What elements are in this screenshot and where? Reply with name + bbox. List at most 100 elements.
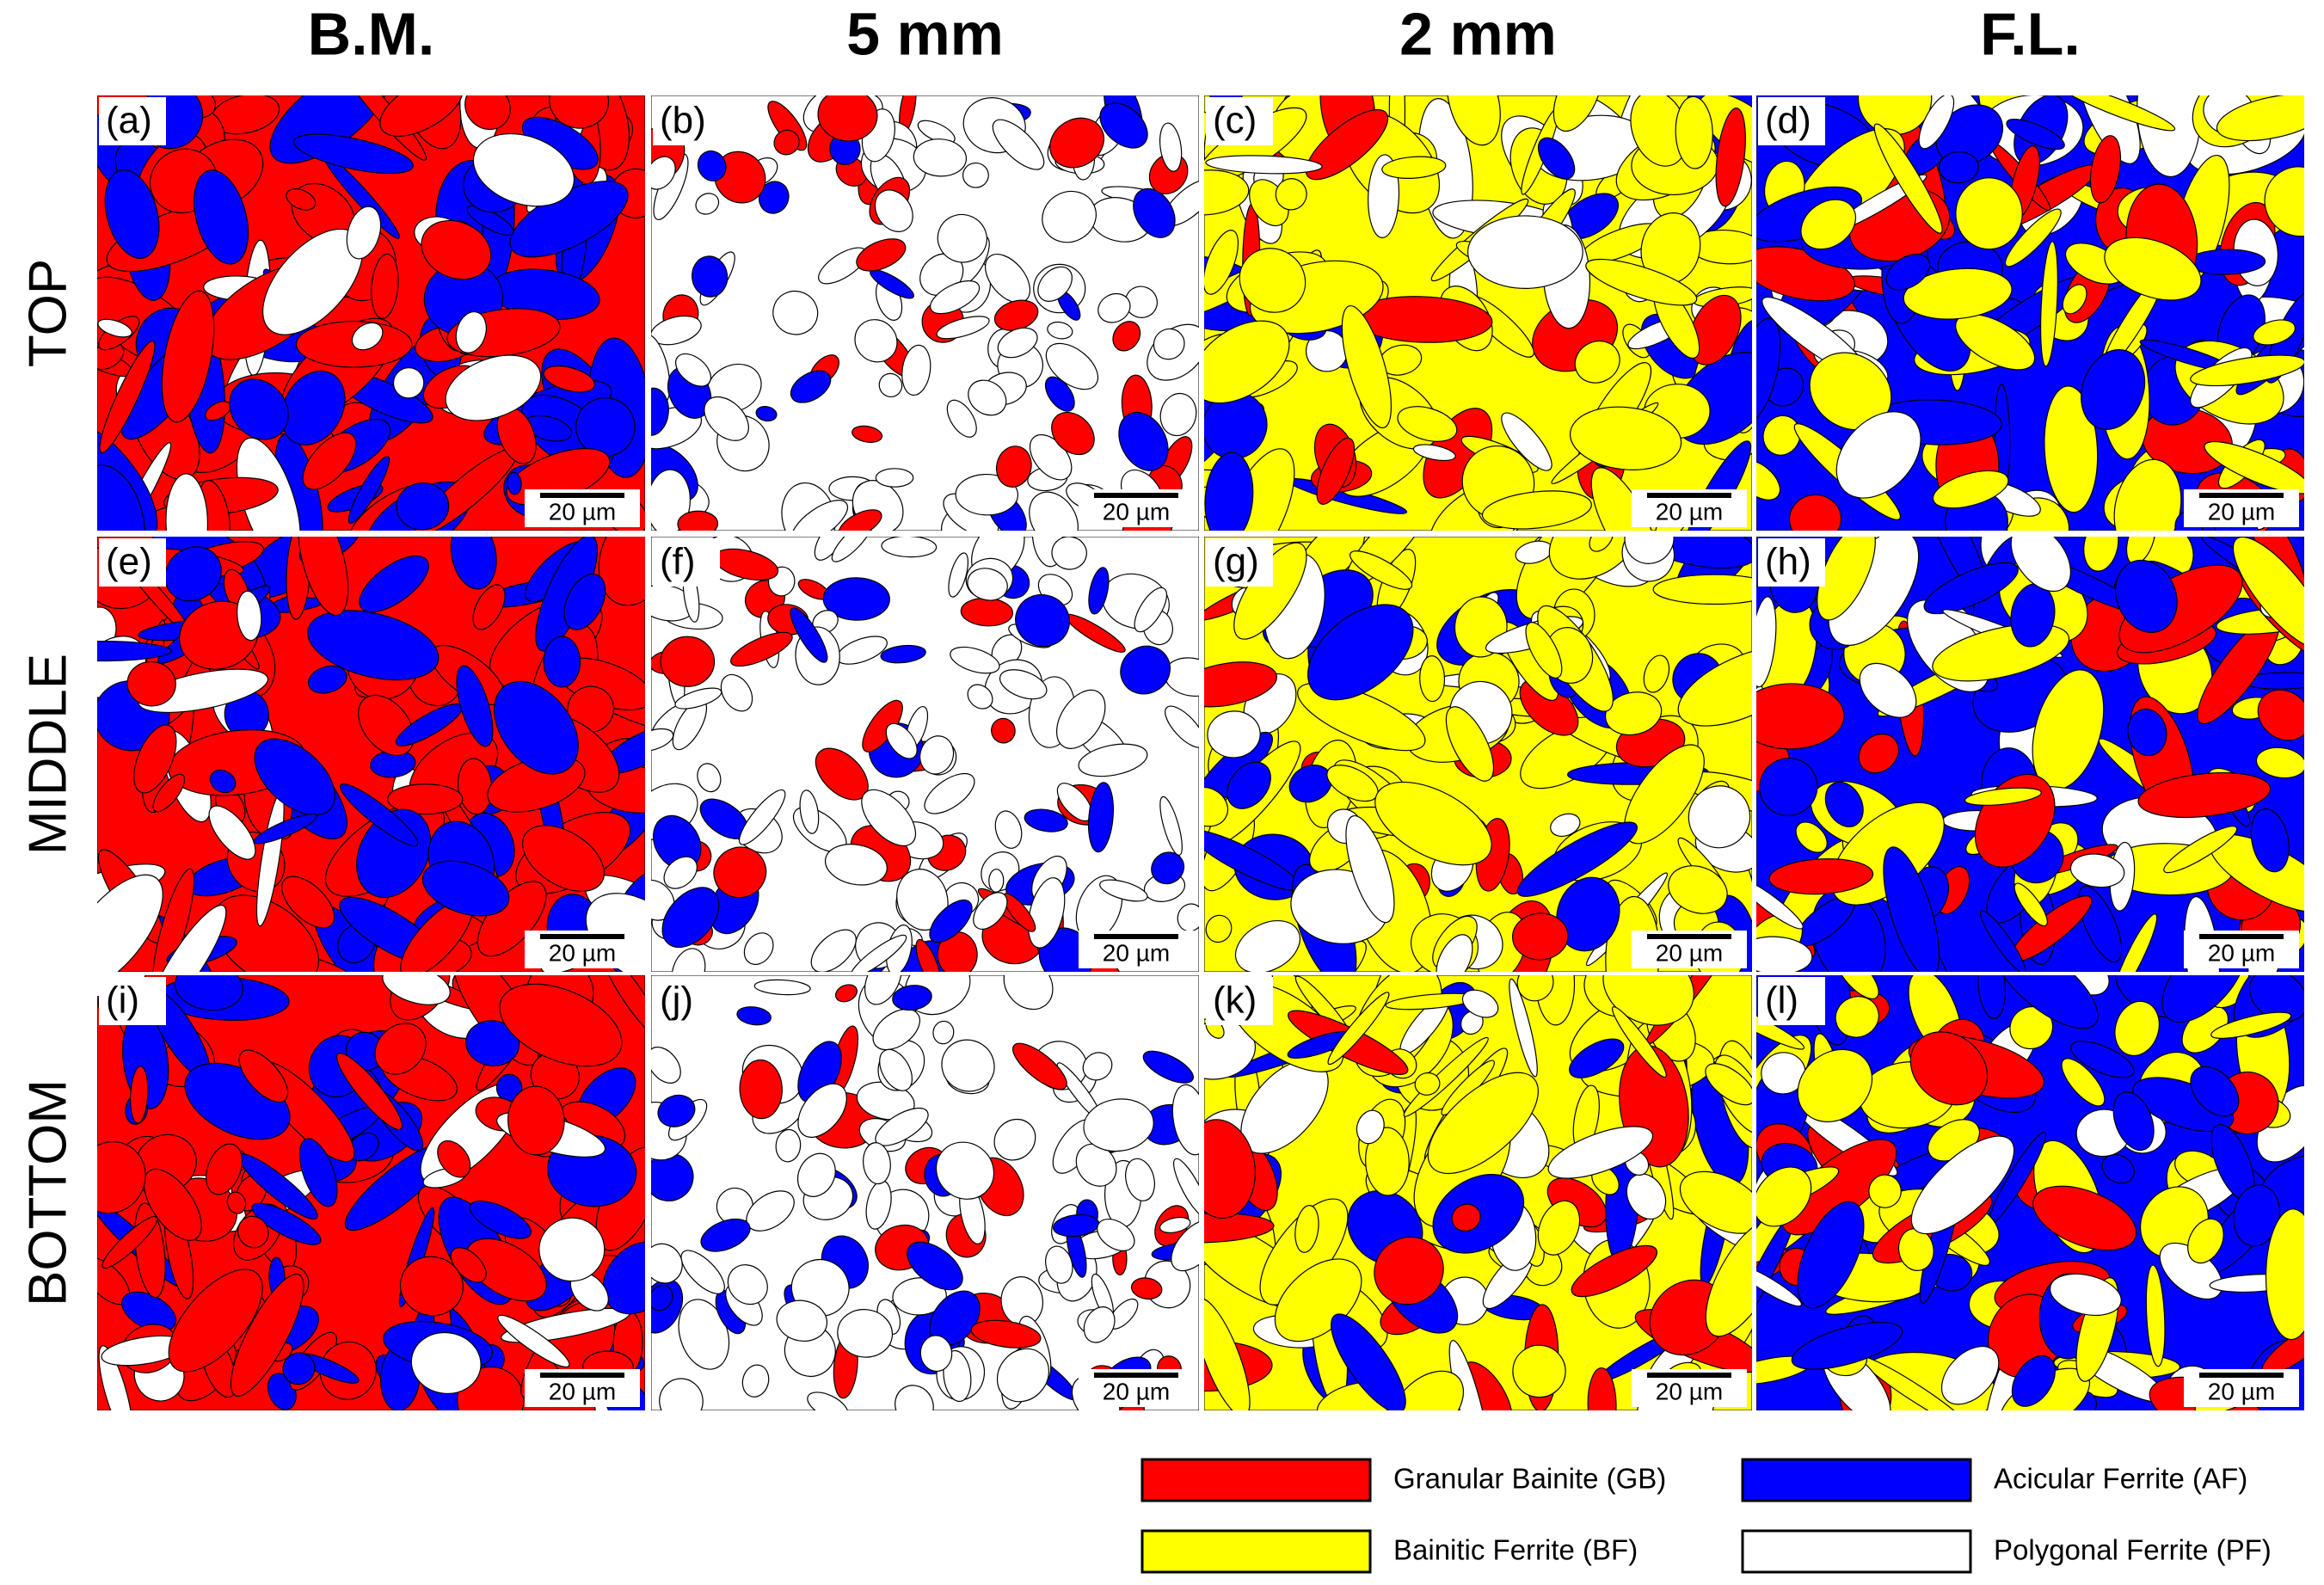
grain [174, 975, 243, 1011]
grain [1835, 975, 1879, 999]
grain [1883, 846, 1940, 972]
grain [2127, 708, 2167, 757]
label-box [1758, 977, 1825, 1025]
grain [1165, 705, 1199, 748]
grain [1835, 411, 1921, 499]
scale-label: 20 µm [1656, 939, 1723, 966]
grain [994, 810, 1023, 849]
legend-label: Acicular Ferrite (AF) [1994, 1463, 2247, 1495]
grain [1624, 537, 1675, 564]
grain [302, 432, 357, 490]
grain [659, 1378, 704, 1410]
grain [807, 1391, 849, 1410]
grain [351, 322, 384, 351]
grain [382, 975, 451, 1005]
grain [879, 1048, 913, 1091]
grain [1204, 1119, 1256, 1219]
grain [1316, 437, 1356, 505]
grain [790, 607, 828, 663]
legend-swatch [1140, 1458, 1372, 1502]
grain [1923, 562, 2019, 615]
grain [97, 640, 172, 662]
grain [943, 1349, 972, 1403]
grain [861, 789, 917, 847]
scale-bar [1647, 934, 1731, 939]
grain [455, 310, 487, 353]
grain [660, 636, 716, 687]
grain [671, 948, 706, 972]
grain [973, 892, 1008, 931]
grain [2253, 319, 2296, 346]
grain [1556, 876, 1620, 952]
grain [521, 825, 606, 892]
grain [1797, 1201, 1865, 1309]
grain [2112, 1091, 2155, 1152]
grain [1414, 1072, 1441, 1096]
grain [730, 631, 793, 667]
grain [1858, 733, 1899, 774]
phase-map [651, 537, 1199, 972]
grain [2044, 385, 2099, 513]
scale-bar [540, 1373, 624, 1378]
scale-label: 20 µm [1103, 939, 1170, 966]
grain [1705, 1219, 1752, 1337]
grain [126, 660, 176, 707]
grain [97, 1140, 146, 1214]
grain [1099, 879, 1148, 902]
grain [254, 738, 335, 816]
grain [387, 783, 464, 815]
grain [1341, 304, 1393, 429]
grain [472, 584, 506, 630]
label-box [1206, 977, 1273, 1025]
grain [1120, 645, 1171, 695]
grain [1756, 683, 1845, 750]
grain [727, 1264, 768, 1305]
scale-bar [2199, 934, 2284, 939]
grain [356, 808, 432, 899]
label-box [1206, 538, 1273, 587]
label-box [653, 977, 720, 1025]
phase-map [651, 975, 1199, 1410]
grain [1516, 975, 1554, 1002]
grain [657, 1094, 696, 1127]
grain [999, 669, 1048, 700]
grain [1239, 248, 1306, 313]
phase-map [1756, 537, 2304, 972]
grain [967, 568, 1008, 601]
scale-label: 20 µm [549, 1378, 616, 1404]
scale-bar [1647, 1373, 1731, 1378]
grain [346, 206, 382, 260]
grain [955, 473, 1019, 516]
grain [98, 1345, 133, 1410]
grain [913, 138, 968, 177]
grain [810, 929, 857, 972]
panel-label: (e) [106, 541, 152, 583]
grain [165, 473, 209, 531]
grain [1412, 444, 1456, 462]
grain [2081, 348, 2146, 430]
grain [1512, 1344, 1566, 1398]
grain [1204, 786, 1229, 827]
grain [1788, 494, 1842, 531]
grain [1835, 996, 1879, 1038]
grain [1305, 108, 1389, 181]
phase-map [97, 975, 645, 1410]
grain [930, 280, 981, 315]
grain [1552, 95, 1602, 132]
grain [739, 789, 786, 845]
grain [138, 668, 269, 713]
grain [1873, 123, 1943, 234]
panel-label: (b) [660, 100, 706, 142]
grain [1587, 1367, 1617, 1410]
grain [892, 1277, 947, 1316]
grain [1159, 392, 1197, 437]
grain [347, 456, 390, 525]
panel-label: (d) [1765, 100, 1811, 142]
grain [691, 255, 729, 298]
grain [1768, 858, 1874, 895]
grain [298, 1138, 338, 1207]
grain [1374, 1236, 1444, 1305]
grain [663, 856, 698, 889]
grain [1509, 978, 1538, 1078]
grain [1427, 1072, 1539, 1175]
